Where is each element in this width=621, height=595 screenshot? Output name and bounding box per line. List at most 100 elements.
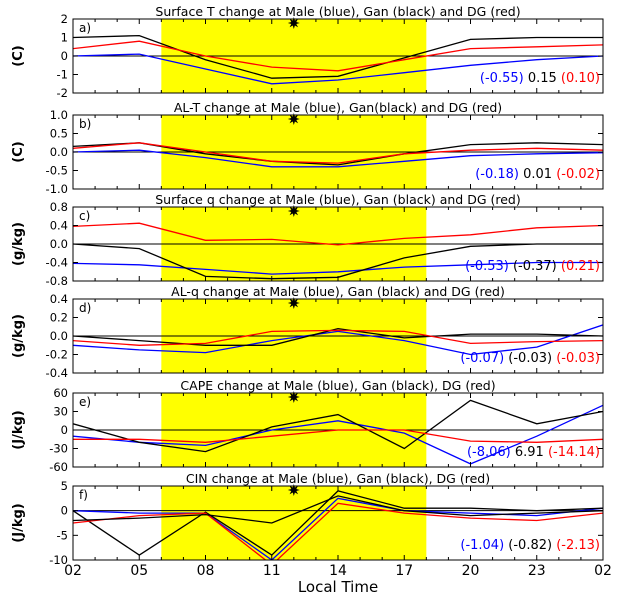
y-tick-label: -5 [57,528,68,542]
y-tick-label: -0.4 [46,366,68,380]
y-tick-label: 0.0 [50,237,68,251]
y-tick-label: 5 [61,479,68,493]
series-line-gan [73,327,603,346]
y-tick-label: 0.4 [50,219,68,233]
star-marker [287,297,300,309]
y-tick-label: 0.4 [50,292,68,306]
annotation-value: (-0.53) [465,259,509,274]
annotation-value: (-2.13) [552,538,600,553]
y-tick-label: -0.4 [46,256,68,270]
series-line-male [73,324,603,356]
series-group [73,142,603,168]
annotation-value: (-0.37) [509,259,557,274]
panel-e: 60 30 0 -30 -60 (J/kg) CAPE change at Male (bl… [11,378,604,474]
annotation-value: 6.91 [511,445,544,460]
y-tick-label: 2 [61,12,68,26]
x-tick-label: 20 [462,563,480,579]
panel-f: 5 0 -5 -10 (J/kg) CIN change at Male (blue), … [11,471,604,567]
y-tick-label: -2 [57,86,68,100]
series-line-male [73,261,603,275]
series-line-dg [73,329,603,346]
y-axis-label: (C) [11,141,26,162]
panel-d: 0.4 0.2 0.0 -0.2 -0.4 (g/kg) AL-q change at Ma… [11,284,604,380]
y-tick-label: -1.0 [46,182,68,196]
series-line-male [73,404,603,465]
x-tick-label: 02 [64,563,82,579]
y-tick-label: 0.5 [50,127,68,141]
series-line-dg [73,222,603,246]
series-line-dg [73,142,603,164]
y-axis-label: (J/kg) [11,410,26,449]
star-marker [287,205,300,217]
series-line-dg [73,40,603,72]
annotation-value: (-0.18) [475,167,519,182]
y-tick-label: 0 [61,504,68,518]
x-tick-label: 11 [263,563,281,579]
annotation-value: 0.15 [524,71,557,86]
annotation-value: (-8.06) [467,445,511,460]
series-group [73,34,603,85]
series-line-dg [73,502,603,560]
x-axis-label: Local Time [298,578,378,595]
series-line-gan [73,399,603,453]
annotation-value: (-0.82) [504,538,552,553]
panel-letter: e) [79,395,91,409]
y-axis-label: (C) [11,45,26,66]
panel-letter: d) [79,301,91,315]
y-tick-label: 0.0 [50,145,68,159]
y-tick-label: -1 [57,68,68,82]
panel-annotation: (-0.55) 0.15 (0.10) [480,71,600,86]
y-axis-label: (J/kg) [11,503,26,542]
annotation-value: (-0.55) [480,71,524,86]
y-tick-label: 1.0 [50,108,68,122]
y-tick-label: -60 [49,460,68,474]
daytime-shading [161,486,427,560]
panel-title: AL-q change at Male (blue), Gan (black) … [171,284,505,299]
panel-letter: c) [79,209,90,223]
series-group [73,324,603,356]
annotation-value: (-0.07) [460,351,504,366]
y-tick-label: 0.8 [50,200,68,214]
y-tick-label: 30 [53,405,68,419]
series-line-gan-2nd- [73,495,603,524]
panel-title: AL-T change at Male (blue), Gan(black) a… [174,100,502,115]
panel-letter: b) [79,117,91,131]
x-tick-label: 23 [528,563,546,579]
panel-annotation: (-0.07) (-0.03) (-0.03) [460,351,600,366]
panel-annotation: (-0.18) 0.01 (-0.02) [475,167,600,182]
y-tick-label: 60 [53,386,68,400]
panel-letter: f) [79,488,88,502]
y-axis-label: (g/kg) [11,222,26,266]
annotation-value: (-0.02) [552,167,600,182]
panel-b: 1.0 0.5 0.0 -0.5 -1.0 (C) AL-T change at Male … [11,100,604,196]
annotation-value: (-14.14) [544,445,600,460]
x-tick-label: 02 [594,563,612,579]
annotation-value: (-0.03) [552,351,600,366]
panel-title: Surface q change at Male (blue), Gan (bl… [155,192,520,207]
star-marker [287,17,300,29]
series-line-male [73,149,603,168]
panel-title: CAPE change at Male (blue), Gan (black),… [180,378,495,393]
y-tick-label: 0 [61,49,68,63]
x-tick-label: 14 [329,563,347,579]
y-tick-label: -0.5 [46,164,68,178]
x-tick-label: 17 [395,563,413,579]
star-marker [287,484,300,496]
panel-a: 2 1 0 -1 -2 (C) Surface T change at Male (blue… [11,4,604,100]
series-line-male [73,53,603,85]
annotation-value: (0.10) [557,71,600,86]
x-tick-labels: 02 05 08 11 14 17 20 23 02 [64,563,612,579]
y-axis-label: (g/kg) [11,314,26,358]
panel-letter: a) [79,21,91,35]
series-line-gan [73,34,603,79]
x-tick-label: 05 [130,563,148,579]
series-group [73,399,603,465]
y-tick-label: -30 [49,442,68,456]
series-line-dg [73,429,603,443]
y-tick-label: 0.2 [50,311,68,325]
annotation-value: (-0.03) [504,351,552,366]
y-tick-label: -0.8 [46,274,68,288]
x-tick-label: 08 [197,563,215,579]
star-marker [287,113,300,125]
